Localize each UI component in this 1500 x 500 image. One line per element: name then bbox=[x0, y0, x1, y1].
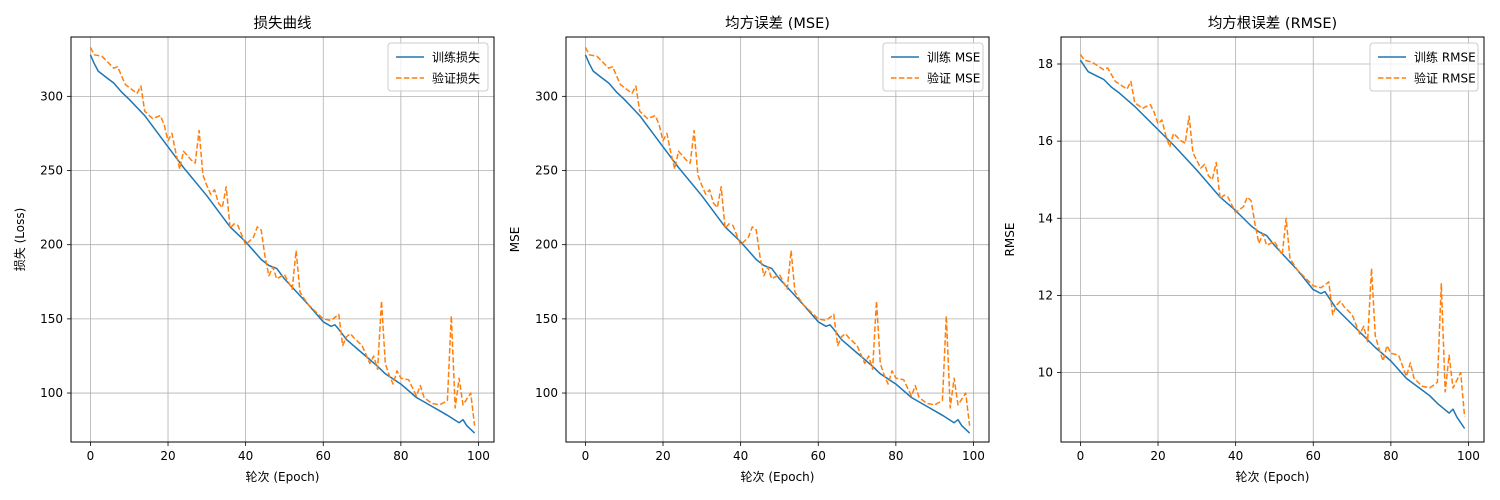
plot-area-frame bbox=[565, 36, 990, 443]
y-tick-label: 250 bbox=[535, 164, 558, 178]
legend: 训练 MSE 验证 MSE bbox=[882, 42, 984, 92]
x-axis-label: 轮次 (Epoch) bbox=[1236, 470, 1310, 484]
y-tick-label: 200 bbox=[535, 238, 558, 252]
y-axis-label: 损失 (Loss) bbox=[12, 208, 27, 272]
series-line-validation bbox=[89, 47, 476, 426]
legend-label: 验证 RMSE bbox=[1414, 71, 1476, 86]
legend-label: 训练 MSE bbox=[927, 50, 980, 65]
y-tick-label: 200 bbox=[40, 238, 63, 252]
x-tick-label: 20 bbox=[160, 449, 175, 463]
y-tick-label: 300 bbox=[535, 89, 558, 103]
x-tick-label: 20 bbox=[655, 449, 670, 463]
legend-label: 验证 MSE bbox=[927, 71, 980, 86]
series-line-train bbox=[89, 54, 476, 434]
chart-title: 损失曲线 bbox=[254, 15, 312, 32]
x-tick-label: 0 bbox=[1077, 449, 1085, 463]
y-tick-label: 250 bbox=[40, 164, 63, 178]
plot-area-frame bbox=[1060, 36, 1485, 443]
series-line-train bbox=[584, 54, 971, 434]
y-axis-label: MSE bbox=[508, 227, 522, 253]
chart-panel-3: 0 20 40 60 80 100 10 12 14 16 18 均方根误差 (RMSE) 轮次 (Ep… bbox=[1003, 15, 1485, 484]
y-tick-label: 12 bbox=[1038, 288, 1053, 302]
y-tick-label: 100 bbox=[535, 386, 558, 400]
x-tick-label: 100 bbox=[467, 449, 490, 463]
y-tick-label: 100 bbox=[40, 386, 63, 400]
plot-area-frame bbox=[70, 36, 495, 443]
x-tick-label: 100 bbox=[1457, 449, 1480, 463]
y-tick-label: 150 bbox=[40, 312, 63, 326]
legend-label: 训练 RMSE bbox=[1414, 50, 1476, 65]
x-tick-label: 100 bbox=[962, 449, 985, 463]
series-line-validation bbox=[584, 47, 971, 426]
y-tick-label: 150 bbox=[535, 312, 558, 326]
legend-box bbox=[387, 42, 489, 92]
y-tick-label: 16 bbox=[1038, 134, 1053, 148]
y-tick-label: 18 bbox=[1038, 57, 1053, 71]
chart-panel-2: 0 20 40 60 80 100 100 150 200 250 300 均方误差 (MSE) 轮次 … bbox=[508, 15, 990, 484]
y-tick-label: 10 bbox=[1038, 366, 1053, 380]
y-tick-label: 14 bbox=[1038, 211, 1053, 225]
x-tick-label: 40 bbox=[238, 449, 253, 463]
legend-box bbox=[1369, 42, 1479, 92]
x-tick-label: 40 bbox=[1228, 449, 1243, 463]
x-axis-label: 轮次 (Epoch) bbox=[741, 470, 815, 484]
x-tick-label: 0 bbox=[582, 449, 590, 463]
x-tick-label: 60 bbox=[1306, 449, 1321, 463]
x-tick-label: 60 bbox=[811, 449, 826, 463]
x-tick-label: 0 bbox=[87, 449, 95, 463]
legend: 训练 RMSE 验证 RMSE bbox=[1369, 42, 1479, 92]
x-tick-label: 40 bbox=[733, 449, 748, 463]
x-tick-label: 60 bbox=[316, 449, 331, 463]
x-axis-label: 轮次 (Epoch) bbox=[246, 470, 320, 484]
x-tick-label: 80 bbox=[393, 449, 408, 463]
x-tick-label: 80 bbox=[888, 449, 903, 463]
legend-label: 验证损失 bbox=[432, 71, 480, 86]
legend-label: 训练损失 bbox=[432, 50, 480, 65]
x-tick-label: 80 bbox=[1383, 449, 1398, 463]
y-axis-label: RMSE bbox=[1003, 223, 1017, 257]
legend-box bbox=[882, 42, 984, 92]
x-tick-label: 20 bbox=[1150, 449, 1165, 463]
series-line-train bbox=[1079, 59, 1466, 429]
chart-title: 均方误差 (MSE) bbox=[725, 15, 830, 32]
chart-title: 均方根误差 (RMSE) bbox=[1208, 15, 1337, 32]
y-tick-label: 300 bbox=[40, 89, 63, 103]
